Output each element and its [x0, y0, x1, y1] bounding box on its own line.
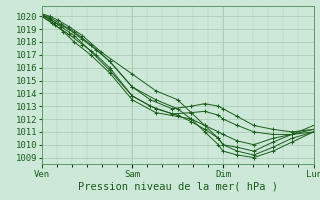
X-axis label: Pression niveau de la mer( hPa ): Pression niveau de la mer( hPa )	[77, 181, 278, 191]
